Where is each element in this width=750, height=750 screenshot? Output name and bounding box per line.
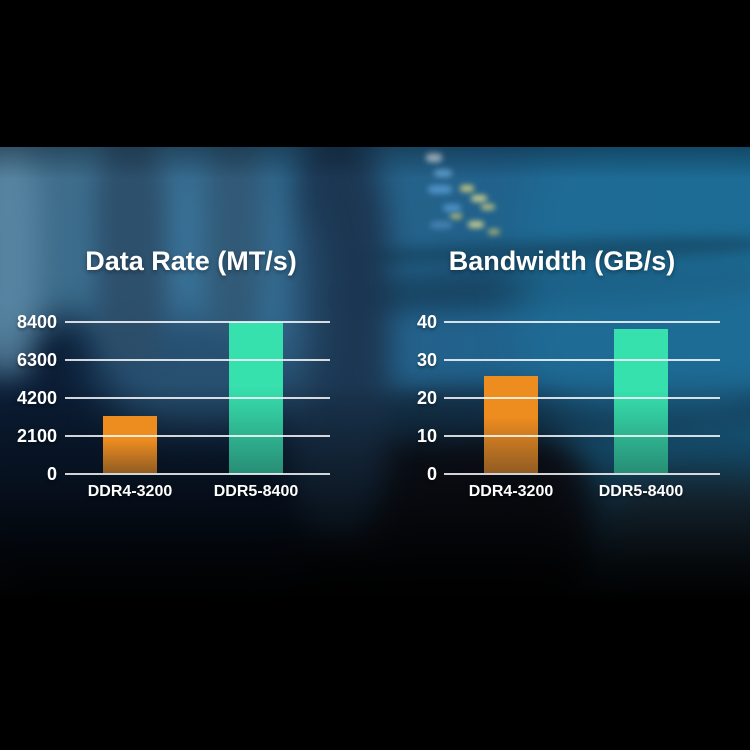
gridline-y-20 <box>444 396 720 399</box>
y-tick-label: 0 <box>426 463 437 484</box>
y-tick-label: 4200 <box>16 387 57 408</box>
y-tick-label: 30 <box>416 349 437 370</box>
y-tick-label: 2100 <box>16 425 57 446</box>
letterbox-bottom <box>0 601 750 750</box>
screen-scatter-dot <box>488 229 500 235</box>
screen-scatter-dot <box>481 204 495 210</box>
chart-title-bandwidth: Bandwidth (GB/s) <box>448 246 676 276</box>
y-tick-label: 6300 <box>16 349 57 370</box>
gridline-y-4200 <box>65 396 330 399</box>
gridline-y-40 <box>444 320 720 323</box>
category-label-ddr4-3200: DDR4-3200 <box>468 483 554 500</box>
screen-scatter-dot <box>460 185 474 192</box>
bar-ddr4-3200 <box>484 376 538 474</box>
bar-bottom-fade <box>103 415 157 474</box>
screen-scatter-dot <box>471 195 487 202</box>
screen-scatter-dot <box>450 213 462 219</box>
gridline-y-10 <box>444 434 720 437</box>
screen-scatter-dot <box>468 221 484 228</box>
gridline-y-2100 <box>65 434 330 437</box>
gridline-y-6300 <box>65 358 330 361</box>
screen-scatter-dot <box>426 153 442 162</box>
bar-bottom-fade <box>614 329 668 474</box>
letterbox-top <box>0 0 750 147</box>
bar-bottom-fade <box>484 376 538 474</box>
y-tick-label: 10 <box>416 425 437 446</box>
screen-scatter-dot <box>430 221 452 229</box>
category-label-ddr5-8400: DDR5-8400 <box>213 483 299 500</box>
screen-scatter-dot <box>443 204 461 212</box>
gridline-y-8400 <box>65 321 330 323</box>
gridline-y-30 <box>444 358 720 361</box>
category-label-ddr4-3200: DDR4-3200 <box>87 483 173 500</box>
bar-ddr5-8400 <box>614 329 668 474</box>
y-tick-label: 40 <box>416 311 437 332</box>
y-tick-label: 0 <box>46 463 57 484</box>
y-tick-label: 20 <box>416 387 437 408</box>
gridline-y-0 <box>65 472 330 475</box>
monitor-dark-column <box>205 147 265 332</box>
chart-title-data-rate: Data Rate (MT/s) <box>85 246 297 276</box>
category-label-ddr5-8400: DDR5-8400 <box>598 483 684 500</box>
bar-ddr4-3200 <box>103 415 157 474</box>
y-tick-label: 8400 <box>16 312 57 332</box>
screen-scatter-dot <box>428 185 452 194</box>
screen-scatter-dot <box>434 169 452 177</box>
gridline-y-0 <box>444 472 720 475</box>
